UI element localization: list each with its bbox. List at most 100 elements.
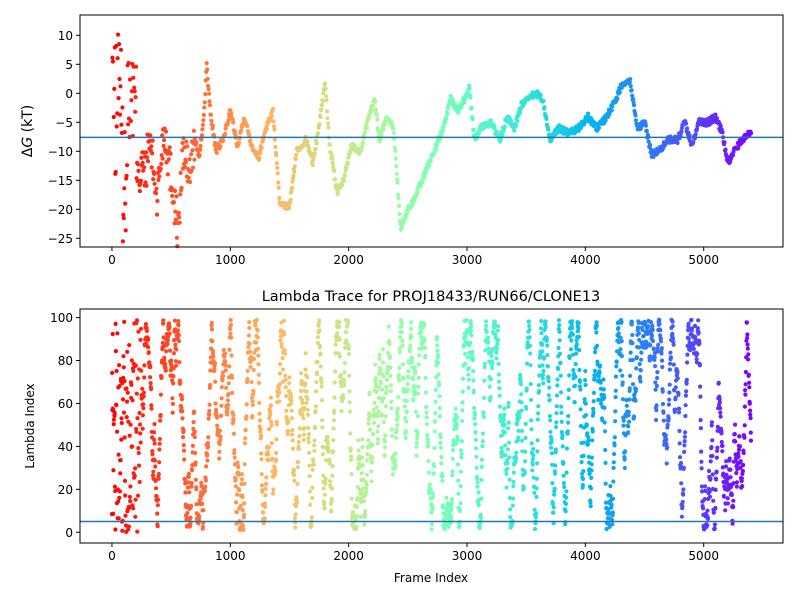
lambda-point — [576, 334, 582, 339]
lambda-point — [557, 351, 563, 356]
lambda-point — [315, 335, 321, 340]
lambda-point — [250, 399, 255, 404]
delta-g-point — [410, 202, 415, 207]
lambda-point — [535, 461, 540, 466]
lambda-point — [718, 414, 723, 419]
lambda-point — [449, 514, 454, 519]
lambda-point — [528, 363, 533, 368]
lambda-point — [721, 494, 727, 499]
lambda-point — [155, 511, 160, 516]
lambda-point — [738, 459, 743, 464]
lambda-point — [416, 362, 421, 367]
lambda-point — [555, 383, 560, 388]
delta-g-point — [152, 181, 157, 186]
delta-g-point — [441, 124, 446, 129]
lambda-point — [547, 385, 552, 390]
lambda-point — [746, 352, 751, 357]
lambda-point — [423, 353, 428, 359]
lambda-point — [182, 477, 188, 482]
lambda-point — [159, 375, 164, 380]
lambda-point — [456, 491, 461, 496]
lambda-point — [524, 406, 529, 411]
lambda-point — [146, 345, 151, 350]
delta-g-y-tick-label: −15 — [48, 174, 73, 188]
delta-g-point — [145, 159, 151, 164]
lambda-point — [402, 404, 407, 409]
lambda-point — [191, 420, 196, 425]
lambda-point — [223, 363, 228, 368]
lambda-point — [184, 515, 189, 520]
lambda-point — [706, 468, 712, 474]
lambda-point — [349, 472, 354, 477]
lambda-point — [355, 484, 360, 490]
lambda-point — [384, 384, 389, 389]
lambda-point — [517, 415, 522, 420]
lambda-point — [453, 406, 458, 411]
lambda-point — [659, 351, 664, 356]
lambda-point — [598, 380, 603, 385]
lambda-point — [731, 505, 736, 510]
lambda-point — [535, 417, 541, 422]
delta-g-point — [685, 126, 690, 131]
lambda-point — [555, 366, 561, 372]
lambda-point — [611, 496, 616, 501]
delta-g-point — [116, 32, 121, 37]
lambda-point — [155, 524, 160, 529]
lambda-point — [508, 515, 513, 520]
lambda-point — [260, 489, 265, 494]
delta-g-point — [117, 112, 123, 117]
lambda-point — [193, 477, 198, 482]
lambda-point — [396, 395, 401, 400]
lambda-point — [299, 378, 304, 383]
lambda-point — [610, 522, 615, 527]
lambda-point — [594, 320, 599, 325]
lambda-point — [506, 426, 511, 431]
lambda-point — [564, 495, 569, 500]
lambda-point — [505, 466, 510, 471]
delta-g-x-tick-label: 5000 — [688, 253, 719, 267]
lambda-point — [677, 406, 682, 411]
lambda-point — [527, 323, 532, 329]
lambda-point — [323, 458, 328, 463]
lambda-point — [160, 340, 165, 346]
lambda-point — [613, 388, 618, 393]
lambda-point — [581, 469, 586, 474]
delta-g-point — [218, 144, 223, 149]
lambda-point — [655, 349, 660, 354]
lambda-point — [157, 441, 162, 446]
lambda-point — [622, 457, 627, 462]
lambda-point — [435, 355, 441, 360]
delta-g-point — [289, 185, 295, 190]
lambda-point — [531, 475, 536, 480]
lambda-point — [131, 506, 136, 511]
lambda-point — [530, 462, 535, 467]
delta-g-point — [467, 86, 472, 91]
lambda-point — [525, 340, 530, 345]
lambda-point — [226, 381, 231, 386]
lambda-point — [497, 404, 503, 409]
lambda-point — [597, 370, 602, 376]
lambda-point — [461, 376, 466, 381]
lambda-point — [127, 505, 132, 510]
lambda-x-tick-label: 0 — [108, 549, 116, 563]
lambda-point — [218, 434, 223, 440]
lambda-point — [654, 417, 659, 423]
lambda-point — [543, 325, 548, 330]
lambda-point — [633, 398, 638, 403]
delta-g-point — [469, 105, 474, 110]
lambda-point — [128, 484, 133, 489]
lambda-point — [490, 365, 495, 371]
lambda-point — [742, 423, 747, 428]
lambda-point — [151, 437, 157, 442]
lambda-point — [620, 373, 625, 378]
delta-g-point — [396, 196, 401, 201]
lambda-point — [280, 356, 285, 361]
lambda-point — [198, 496, 203, 501]
delta-g-point — [332, 169, 337, 174]
lambda-point — [354, 513, 359, 519]
lambda-point — [170, 396, 175, 401]
lambda-point — [576, 321, 581, 326]
lambda-point — [414, 453, 419, 458]
lambda-point — [179, 394, 184, 399]
lambda-point — [189, 503, 194, 508]
